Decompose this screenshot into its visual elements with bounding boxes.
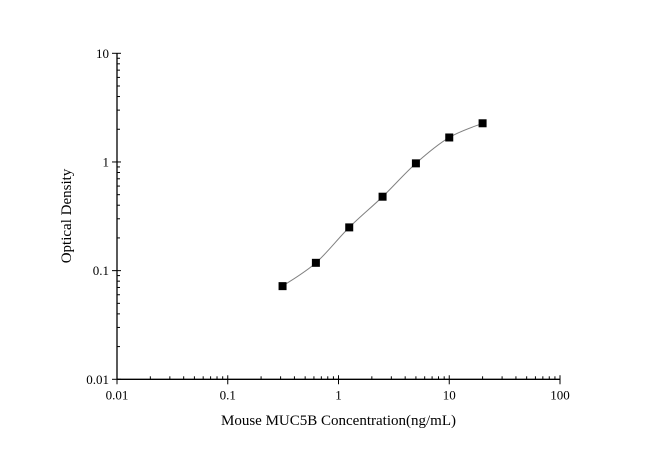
x-axis-title: Mouse MUC5B Concentration(ng/mL): [221, 413, 456, 429]
data-point: [411, 159, 420, 168]
x-tick-label: 100: [550, 387, 570, 402]
data-point: [445, 133, 454, 142]
y-tick-label: 10: [96, 46, 109, 61]
y-axis-title: Optical Density: [59, 168, 75, 263]
data-point: [278, 282, 287, 291]
data-point: [378, 192, 387, 201]
data-point: [311, 258, 320, 267]
data-points: [278, 119, 487, 291]
x-tick-label: 0.1: [220, 387, 236, 402]
data-point: [345, 223, 354, 232]
tick-labels: 0.01 0.1 1 10 100 0.01 0.1 1 10: [86, 46, 570, 402]
y-tick-label: 0.1: [93, 263, 109, 278]
x-tick-label: 0.01: [106, 387, 129, 402]
y-tick-label: 1: [103, 154, 110, 169]
x-tick-label: 10: [443, 387, 456, 402]
data-point: [478, 119, 487, 128]
y-tick-label: 0.01: [86, 372, 109, 387]
x-tick-label: 1: [335, 387, 342, 402]
axes: [112, 52, 561, 385]
